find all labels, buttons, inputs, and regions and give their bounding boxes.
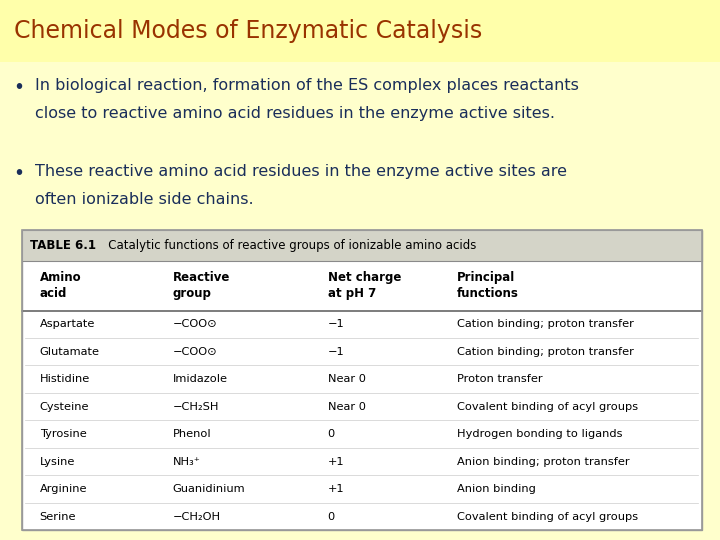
Text: Principal
functions: Principal functions: [457, 271, 519, 300]
Bar: [22, 230, 702, 261]
Text: These reactive amino acid residues in the enzyme active sites are: These reactive amino acid residues in th…: [35, 164, 567, 179]
Text: +1: +1: [328, 457, 344, 467]
Text: −COO⊙: −COO⊙: [173, 319, 217, 329]
Text: often ionizable side chains.: often ionizable side chains.: [35, 192, 253, 207]
Text: TABLE 6.1: TABLE 6.1: [30, 239, 96, 252]
Text: Serine: Serine: [40, 511, 76, 522]
Text: 0: 0: [328, 511, 335, 522]
Text: Chemical Modes of Enzymatic Catalysis: Chemical Modes of Enzymatic Catalysis: [14, 19, 482, 43]
Text: Cation binding; proton transfer: Cation binding; proton transfer: [457, 347, 634, 357]
Text: •: •: [13, 78, 24, 97]
Text: +1: +1: [328, 484, 344, 494]
Text: Phenol: Phenol: [173, 429, 212, 439]
Text: Histidine: Histidine: [40, 374, 90, 384]
Text: Anion binding; proton transfer: Anion binding; proton transfer: [457, 457, 630, 467]
Text: Anion binding: Anion binding: [457, 484, 536, 494]
Text: −CH₂SH: −CH₂SH: [173, 402, 220, 411]
Text: In biological reaction, formation of the ES complex places reactants: In biological reaction, formation of the…: [35, 78, 578, 93]
Text: Proton transfer: Proton transfer: [457, 374, 543, 384]
Text: Covalent binding of acyl groups: Covalent binding of acyl groups: [457, 511, 639, 522]
Text: Cysteine: Cysteine: [40, 402, 89, 411]
Text: −1: −1: [328, 347, 344, 357]
Text: NH₃⁺: NH₃⁺: [173, 457, 201, 467]
Bar: [0, 0, 720, 62]
Bar: [22, 230, 702, 530]
Text: Glutamate: Glutamate: [40, 347, 99, 357]
Text: 0: 0: [328, 429, 335, 439]
Text: −COO⊙: −COO⊙: [173, 347, 217, 357]
Text: Covalent binding of acyl groups: Covalent binding of acyl groups: [457, 402, 639, 411]
Text: Near 0: Near 0: [328, 374, 366, 384]
Text: •: •: [13, 164, 24, 183]
Text: Cation binding; proton transfer: Cation binding; proton transfer: [457, 319, 634, 329]
Text: −CH₂OH: −CH₂OH: [173, 511, 221, 522]
Text: Catalytic functions of reactive groups of ionizable amino acids: Catalytic functions of reactive groups o…: [97, 239, 477, 252]
Text: Amino
acid: Amino acid: [40, 271, 81, 300]
Text: Net charge
at pH 7: Net charge at pH 7: [328, 271, 401, 300]
Text: Lysine: Lysine: [40, 457, 75, 467]
Text: close to reactive amino acid residues in the enzyme active sites.: close to reactive amino acid residues in…: [35, 106, 554, 122]
Text: Near 0: Near 0: [328, 402, 366, 411]
Text: Guanidinium: Guanidinium: [173, 484, 246, 494]
Text: Imidazole: Imidazole: [173, 374, 228, 384]
Text: Tyrosine: Tyrosine: [40, 429, 86, 439]
Bar: [22, 230, 702, 530]
Text: −1: −1: [328, 319, 344, 329]
Text: Aspartate: Aspartate: [40, 319, 95, 329]
Text: Hydrogen bonding to ligands: Hydrogen bonding to ligands: [457, 429, 623, 439]
Text: Reactive
group: Reactive group: [173, 271, 230, 300]
Text: Arginine: Arginine: [40, 484, 87, 494]
